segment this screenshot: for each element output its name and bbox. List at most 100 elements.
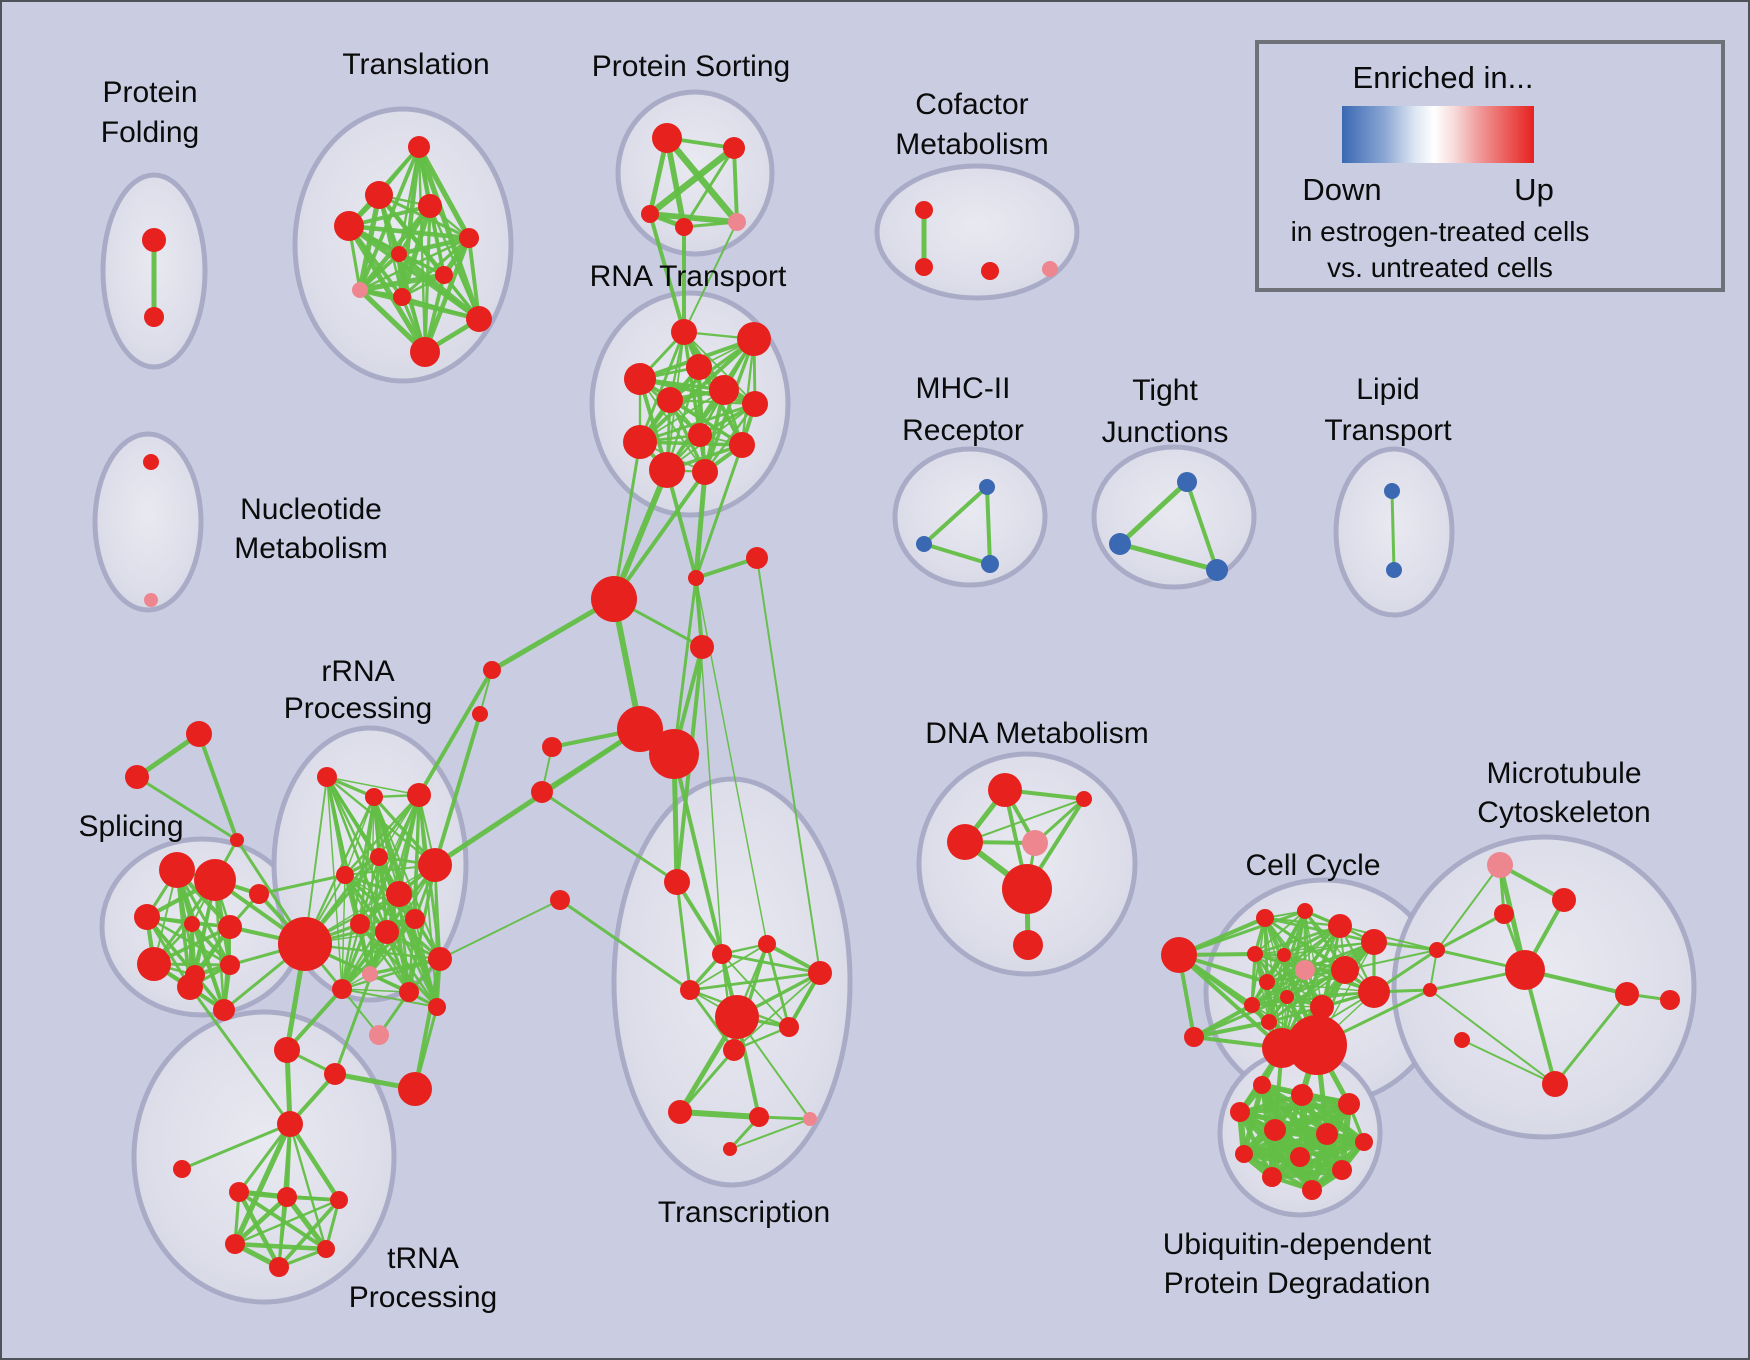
node-tu1-up [274,1037,300,1063]
node-dm3-up [947,824,983,860]
edge-cell-cycle-mesh [1283,941,1375,956]
node-tx1-up [712,944,732,964]
edge-rna-transport-mesh [638,402,757,444]
node-txp-slightly-up [803,1112,817,1126]
edge-trna-mesh [237,1190,328,1251]
edge-trna-mesh [236,1189,282,1270]
node-tx9-up [723,1142,737,1156]
edge-splicing-mesh [175,868,232,967]
node-rr2-up [365,788,383,806]
node-ccg1-up [1287,1015,1347,1075]
edge [1177,909,1307,957]
node-B1-up [591,576,637,622]
node-rr3-up [407,783,431,807]
node-ub4-up [1230,1102,1250,1122]
edge [683,221,738,333]
node-txh-up [715,995,759,1039]
node-sp8-up [220,955,240,975]
node-tn5-up [317,1240,335,1258]
edge-rrna-mesh [386,931,438,1008]
edge-transcription-mesh [765,942,791,1029]
node-rt11-up [649,452,685,488]
node-sp6-up [137,947,171,981]
node-rr14-up [399,982,419,1002]
node-rr7-up [386,881,412,907]
edge-protein-sorting-mesh [646,144,738,218]
edge-rna-transport-mesh [668,398,757,406]
node-rt8-up [623,425,657,459]
edge [985,485,992,566]
node-bn2-up [472,706,488,722]
node-mj1-up [1429,942,1445,958]
edge [675,880,724,956]
node-dm5-up [1013,930,1043,960]
node-rr15-up [428,998,446,1016]
node-tn6-up [269,1257,289,1277]
node-ub11-up [1262,1167,1282,1187]
edge-rrna-mesh [341,874,346,990]
node-ps2-up [723,137,745,159]
node-ub3-up [1338,1093,1360,1115]
edge [1117,541,1220,573]
node-ccL-up [1161,937,1197,973]
edge-splicing-mesh [145,915,192,989]
node-ccB-up [1184,1027,1204,1047]
edge [135,775,239,842]
edge-translation-mesh [467,236,481,321]
edge [675,880,692,992]
node-sp2-up [194,859,236,901]
node-co1-up [249,884,269,904]
cluster-label-ubiquitin-degradation: Ubiquitin-dependent Protein Degradation [1163,1228,1432,1300]
node-lt2-down [1386,562,1402,578]
node-ub7-up [1355,1133,1373,1151]
edge-rrna-mesh [326,776,420,796]
edge-translation-mesh [416,144,472,241]
node-tx7-up [668,1100,692,1124]
edge-rna-transport-mesh [668,398,744,447]
node-rt10-up [729,432,755,458]
node-tl6-up [391,246,407,262]
edge-trna-mesh [287,1121,342,1203]
node-tl1-up [408,136,430,158]
node-ub12-up [1302,1180,1322,1200]
cluster-label-translation: Translation [342,48,489,81]
node-mt2-up [1494,904,1514,924]
cluster-ellipse-nucleotide-metabolism [92,431,204,613]
node-cc1-up [1256,909,1274,927]
node-rr10-up [375,920,399,944]
edge [1436,864,1501,951]
node-rt3-up [624,363,656,395]
node-mtp-slightly-up [1487,852,1513,878]
node-tl11-up [410,337,440,367]
node-cc8-slightly-up [1295,960,1315,980]
node-cm3-up [981,262,999,280]
node-mt4-up [1542,1071,1568,1097]
edge [678,1048,736,1114]
node-cc12-up [1280,990,1294,1004]
node-tx3-up [808,961,832,985]
node-cc3-up [1328,914,1352,938]
edge-ubiquitin-mesh [1237,1101,1352,1115]
edge [1339,925,1438,951]
node-ub10-up [1332,1160,1352,1180]
node-B6-up [649,729,699,779]
node-mh2-down [916,536,932,552]
edge-rrna-mesh [340,930,389,991]
node-ccg2-up [1262,1028,1302,1068]
node-ub1-up [1253,1076,1271,1094]
edge [1192,995,1289,1039]
edge-splicing-mesh [213,878,226,1012]
edge [612,470,707,601]
node-tnh-up [277,1111,303,1137]
cluster-label-cell-cycle: Cell Cycle [1245,849,1380,882]
node-ub9-up [1290,1147,1310,1167]
node-rt7-up [657,387,683,413]
edge [1435,912,1506,952]
cluster-label-protein-folding: Protein Folding [101,76,199,149]
node-cc10-up [1358,976,1390,1008]
node-tl4-up [418,194,442,218]
node-rt5-up [709,375,739,405]
node-rt6-up [742,391,768,417]
node-mt6-up [1660,990,1680,1010]
node-tl3-up [334,211,364,241]
